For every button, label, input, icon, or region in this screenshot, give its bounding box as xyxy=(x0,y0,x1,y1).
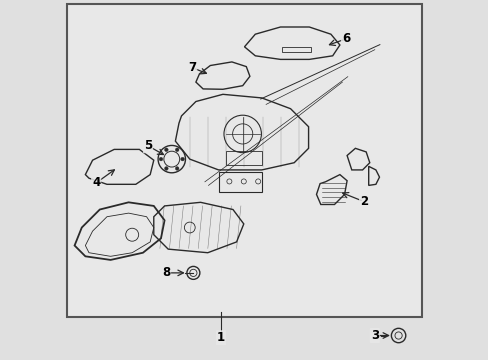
Text: 8: 8 xyxy=(162,266,170,279)
Text: 4: 4 xyxy=(92,176,100,189)
Text: 7: 7 xyxy=(188,61,196,74)
Circle shape xyxy=(175,167,179,170)
Bar xyxy=(282,47,310,52)
Text: 1: 1 xyxy=(217,331,224,344)
Text: 3: 3 xyxy=(370,329,378,342)
Circle shape xyxy=(175,148,179,152)
Bar xyxy=(218,172,261,192)
Circle shape xyxy=(164,167,168,170)
Text: 6: 6 xyxy=(341,32,349,45)
Text: 5: 5 xyxy=(143,139,152,152)
Circle shape xyxy=(164,148,168,152)
Text: 2: 2 xyxy=(359,195,367,208)
Bar xyxy=(67,4,421,317)
Bar xyxy=(225,151,261,165)
Circle shape xyxy=(181,157,184,161)
Circle shape xyxy=(159,157,163,161)
